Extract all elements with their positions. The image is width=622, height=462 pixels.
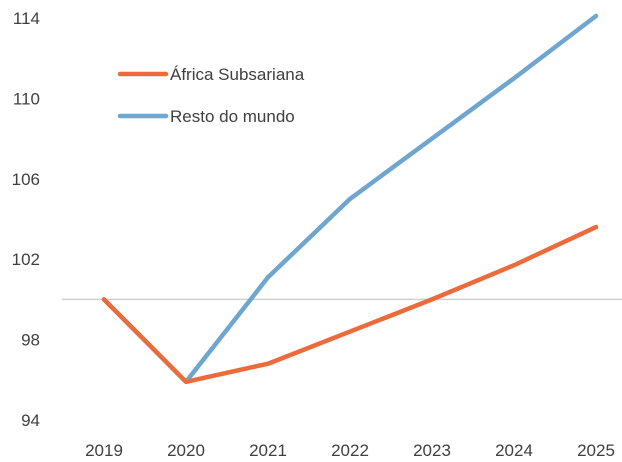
legend-label: África Subsariana — [170, 65, 305, 84]
x-tick-label: 2020 — [167, 441, 205, 460]
x-tick-label: 2019 — [85, 441, 123, 460]
y-tick-label: 98 — [21, 331, 40, 350]
x-axis: 2019 2020 2021 2022 2023 2024 2025 — [85, 441, 615, 460]
y-tick-label: 106 — [12, 170, 40, 189]
x-tick-label: 2025 — [577, 441, 615, 460]
y-tick-label: 102 — [12, 250, 40, 269]
y-axis: 94 98 102 106 110 114 — [12, 9, 40, 430]
legend: África Subsariana Resto do mundo — [117, 65, 305, 126]
y-tick-label: 94 — [21, 411, 40, 430]
series-line-africa-subsariana — [101, 224, 599, 385]
series-layer — [101, 13, 599, 385]
x-tick-label: 2021 — [249, 441, 287, 460]
x-tick-label: 2023 — [413, 441, 451, 460]
x-tick-label: 2022 — [331, 441, 369, 460]
y-tick-label: 114 — [13, 9, 40, 28]
x-tick-label: 2024 — [495, 441, 533, 460]
legend-label: Resto do mundo — [170, 107, 295, 126]
y-tick-label: 110 — [13, 89, 40, 108]
